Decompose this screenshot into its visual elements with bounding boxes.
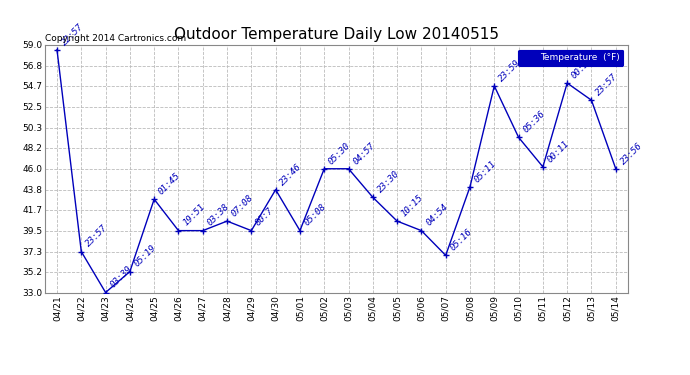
Text: 05:08: 05:08 — [303, 202, 328, 228]
Text: 03:39: 03:39 — [108, 264, 134, 290]
Text: 05:11: 05:11 — [473, 159, 498, 184]
Text: 05:30: 05:30 — [327, 141, 353, 166]
Text: 05:19: 05:19 — [132, 243, 158, 269]
Text: 04:57: 04:57 — [351, 141, 377, 166]
Text: 05:16: 05:16 — [448, 227, 474, 253]
Text: 80:7: 80:7 — [254, 206, 276, 228]
Text: 23:56: 23:56 — [618, 141, 644, 166]
Text: 10:15: 10:15 — [400, 193, 425, 218]
Legend: Temperature  (°F): Temperature (°F) — [518, 50, 623, 66]
Text: 23:30: 23:30 — [375, 169, 401, 195]
Text: 00:11: 00:11 — [546, 139, 571, 164]
Text: 22:57: 22:57 — [60, 22, 85, 47]
Text: 23:57: 23:57 — [594, 72, 620, 98]
Text: 23:59: 23:59 — [497, 58, 522, 83]
Text: 01:45: 01:45 — [157, 171, 182, 196]
Title: Outdoor Temperature Daily Low 20140515: Outdoor Temperature Daily Low 20140515 — [174, 27, 499, 42]
Text: 07:08: 07:08 — [230, 193, 255, 218]
Text: 23:46: 23:46 — [279, 162, 304, 187]
Text: 19:51: 19:51 — [181, 202, 206, 228]
Text: Copyright 2014 Cartronics.com: Copyright 2014 Cartronics.com — [45, 33, 186, 42]
Text: 23:57: 23:57 — [84, 224, 110, 249]
Text: 04:54: 04:54 — [424, 202, 450, 228]
Text: 03:38: 03:38 — [206, 202, 231, 228]
Text: 05:36: 05:36 — [522, 109, 546, 135]
Text: 00:28: 00:28 — [570, 55, 595, 80]
